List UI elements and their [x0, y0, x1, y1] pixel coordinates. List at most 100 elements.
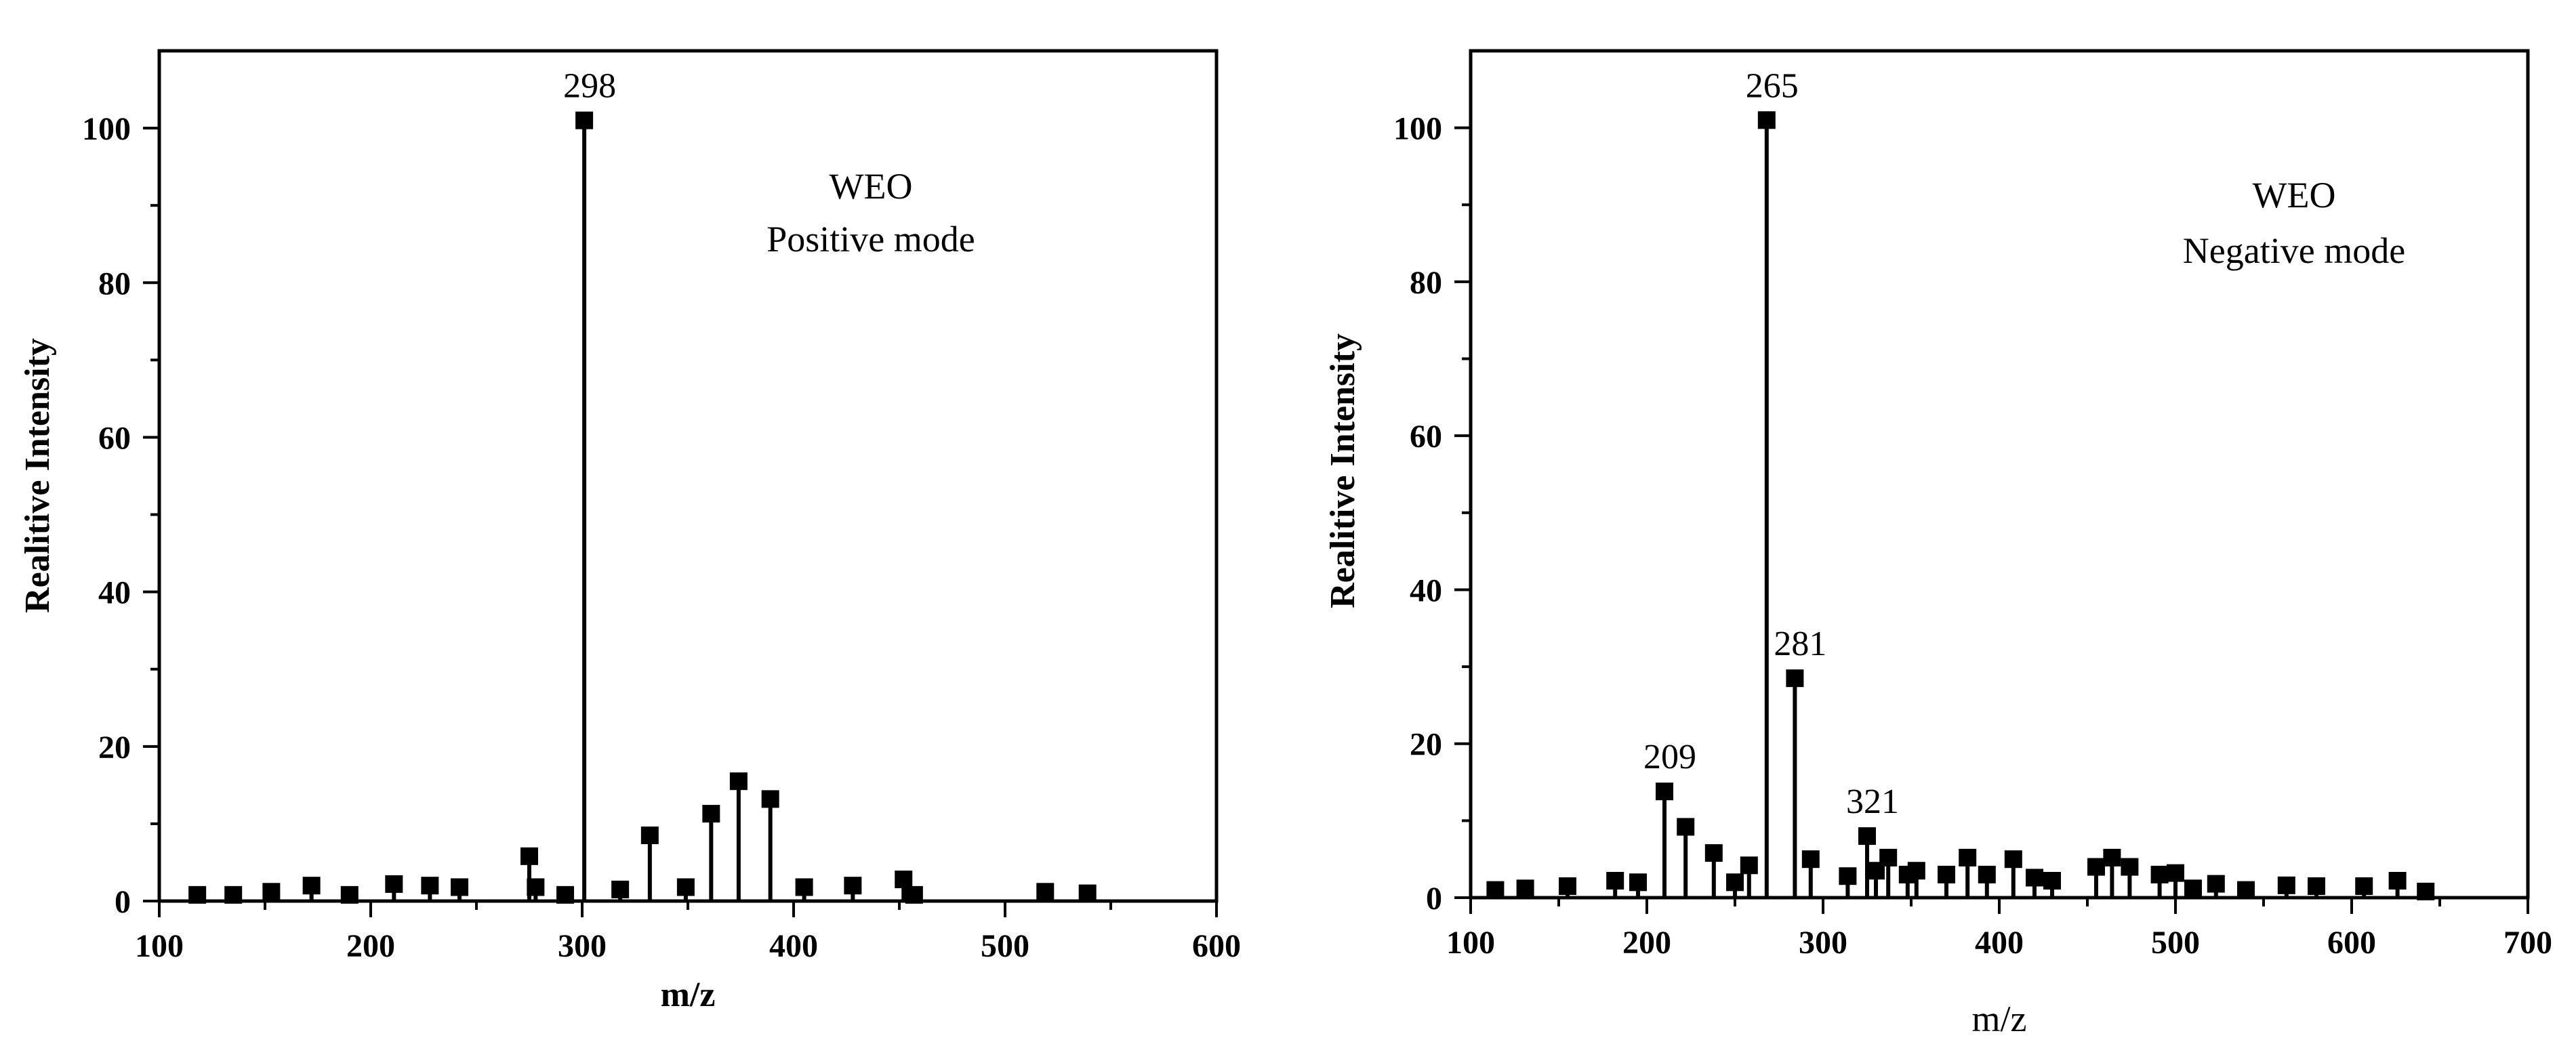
y-tick-label: 0	[1426, 881, 1442, 917]
data-point-marker	[575, 111, 594, 129]
data-point-marker	[611, 880, 630, 898]
x-tick-label: 200	[1622, 925, 1671, 961]
data-point-marker	[1486, 881, 1505, 899]
peak-label: 281	[1774, 625, 1826, 663]
data-point-marker	[451, 878, 469, 896]
data-point-marker	[302, 877, 321, 895]
x-tick-label: 600	[1192, 928, 1241, 964]
y-tick-label: 100	[1393, 111, 1442, 147]
data-point-marker	[1516, 879, 1534, 898]
annotation-mode: Negative mode	[2183, 230, 2405, 271]
data-point-marker	[2308, 877, 2325, 895]
peak-label: 209	[1643, 738, 1696, 776]
x-tick-labels: 100 200 300 400 500 600 700	[1446, 925, 2552, 961]
axis-ticks	[1454, 126, 2529, 914]
data-point-marker	[2277, 876, 2295, 894]
data-point-marker	[2184, 879, 2202, 898]
peak-labels: 265 281 209 321	[1643, 66, 1899, 821]
data-point-marker	[1938, 865, 1955, 883]
data-point-marker	[1629, 873, 1647, 892]
y-tick-labels: 0 20 40 60 80 100	[1393, 111, 1442, 917]
data-point-marker	[421, 877, 439, 895]
y-axis-title: Realitive Intensity	[1324, 333, 1362, 608]
x-tick-label: 300	[1799, 925, 1847, 961]
data-point-marker	[2355, 877, 2373, 895]
y-tick-label: 60	[1410, 419, 1442, 455]
data-point-marker	[1839, 867, 1857, 885]
data-point-marker	[1740, 856, 1758, 875]
data-point-marker	[385, 875, 403, 893]
x-tick-label: 600	[2327, 925, 2376, 961]
y-tick-label: 20	[98, 730, 131, 766]
data-point-marker	[905, 885, 923, 904]
data-point-marker	[676, 878, 695, 896]
data-point-marker	[895, 871, 913, 889]
x-axis-title: m/z	[661, 976, 716, 1014]
annotation-sample: WEO	[2253, 175, 2336, 215]
data-point-marker	[761, 790, 779, 808]
x-tick-label: 500	[981, 928, 1029, 964]
data-point-marker	[2043, 872, 2061, 890]
x-tick-label: 200	[346, 928, 395, 964]
y-axis-title: Realitive Intensity	[18, 338, 57, 613]
data-markers	[188, 111, 1097, 904]
peak-label: 321	[1846, 782, 1899, 821]
chart-negative-mode: 100 200 300 400 500 600 700 0 20 40 60 80 100 265 28…	[1324, 49, 2552, 1039]
data-point-marker	[2026, 869, 2043, 887]
data-point-marker	[640, 827, 659, 845]
data-point-marker	[556, 885, 575, 904]
axis-ticks	[143, 127, 1218, 917]
annotation-sample: WEO	[830, 166, 913, 207]
peak-label: 265	[1746, 66, 1799, 105]
data-point-marker	[340, 885, 359, 904]
y-tick-label: 40	[1410, 572, 1442, 608]
data-point-marker	[262, 883, 281, 901]
data-point-marker	[2103, 848, 2121, 866]
peak-labels: 298	[563, 67, 616, 106]
data-point-marker	[1879, 848, 1898, 866]
y-tick-label: 80	[98, 266, 131, 301]
x-tick-label: 500	[2151, 925, 2200, 961]
data-point-marker	[1656, 782, 1673, 801]
data-point-marker	[1907, 862, 1925, 880]
y-tick-label: 100	[82, 111, 131, 147]
x-tick-label: 300	[558, 928, 607, 964]
data-point-marker	[2388, 872, 2407, 890]
data-point-marker	[2121, 858, 2139, 876]
y-tick-label: 40	[98, 575, 131, 611]
x-tick-labels: 100 200 300 400 500 600	[135, 928, 1241, 964]
data-point-marker	[795, 878, 813, 896]
y-tick-label: 0	[115, 884, 131, 920]
x-tick-label: 400	[769, 928, 818, 964]
data-point-marker	[1858, 827, 1876, 845]
data-markers	[1486, 111, 2435, 900]
data-point-marker	[1036, 883, 1055, 901]
data-point-marker	[1801, 850, 1820, 869]
y-tick-label: 60	[98, 420, 131, 456]
data-point-marker	[527, 878, 545, 896]
x-tick-label: 400	[1975, 925, 2024, 961]
data-point-marker	[224, 885, 243, 904]
data-point-marker	[2207, 875, 2225, 893]
data-point-marker	[1757, 111, 1776, 129]
data-point-marker	[2004, 850, 2022, 869]
annotation-mode: Positive mode	[766, 219, 975, 259]
peak-label: 298	[563, 67, 616, 106]
data-point-marker	[1786, 669, 1804, 688]
x-tick-label: 100	[135, 928, 184, 964]
data-point-marker	[2150, 865, 2169, 883]
data-point-marker	[1959, 848, 1977, 866]
data-point-marker	[844, 877, 862, 895]
y-tick-label: 20	[1410, 727, 1442, 763]
data-point-marker	[1978, 865, 1996, 883]
data-point-marker	[1704, 844, 1723, 862]
data-point-marker	[1677, 818, 1695, 836]
y-tick-labels: 0 20 40 60 80 100	[82, 111, 131, 920]
x-tick-label: 100	[1446, 925, 1495, 961]
data-point-marker	[2237, 881, 2255, 899]
data-point-marker	[1078, 884, 1097, 902]
data-point-marker	[2417, 882, 2435, 900]
data-point-marker	[729, 772, 748, 791]
